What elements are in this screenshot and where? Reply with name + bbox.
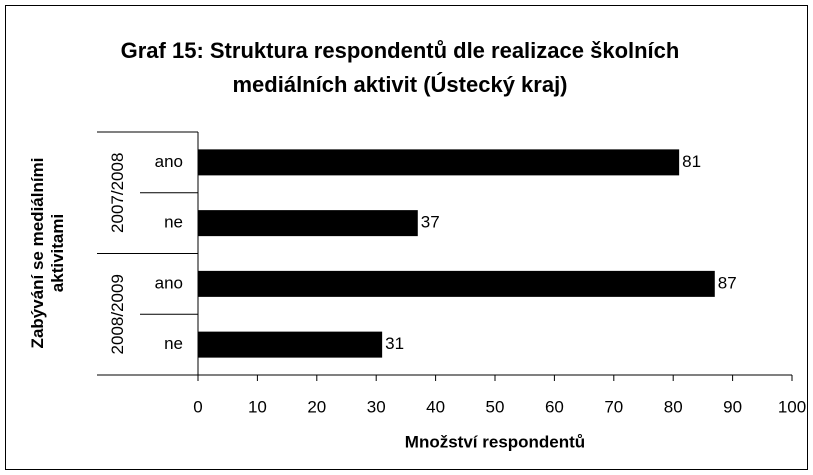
- x-tick-label: 20: [307, 397, 326, 416]
- x-tick-label: 40: [426, 397, 445, 416]
- chart-border: [5, 5, 808, 470]
- x-tick-label: 70: [604, 397, 623, 416]
- bar: [198, 270, 715, 297]
- x-tick-label: 60: [545, 397, 564, 416]
- y-axis-title: Zabývání se mediálními aktivitami: [28, 157, 67, 349]
- x-tick-label: 30: [367, 397, 386, 416]
- x-tick-label: 10: [248, 397, 267, 416]
- bar: [198, 210, 418, 237]
- category-label: ne: [164, 334, 183, 353]
- x-tick-label: 80: [664, 397, 683, 416]
- group-label: 2008/2009: [108, 274, 127, 354]
- chart-title: Graf 15: Struktura respondentů dle reali…: [120, 38, 680, 97]
- group-label: 2007/2008: [108, 153, 127, 233]
- x-tick-label: 0: [193, 397, 202, 416]
- x-tick-label: 50: [486, 397, 505, 416]
- category-label: ano: [155, 152, 183, 171]
- value-label: 87: [718, 273, 737, 292]
- x-tick-label: 100: [778, 397, 806, 416]
- value-label: 81: [682, 152, 701, 171]
- x-axis-title: Množství respondentů: [405, 432, 585, 451]
- value-label: 37: [421, 213, 440, 232]
- bar: [198, 331, 383, 358]
- bar: [198, 149, 680, 176]
- category-label: ne: [164, 213, 183, 232]
- x-tick-label: 90: [723, 397, 742, 416]
- category-label: ano: [155, 273, 183, 292]
- value-label: 31: [385, 334, 404, 353]
